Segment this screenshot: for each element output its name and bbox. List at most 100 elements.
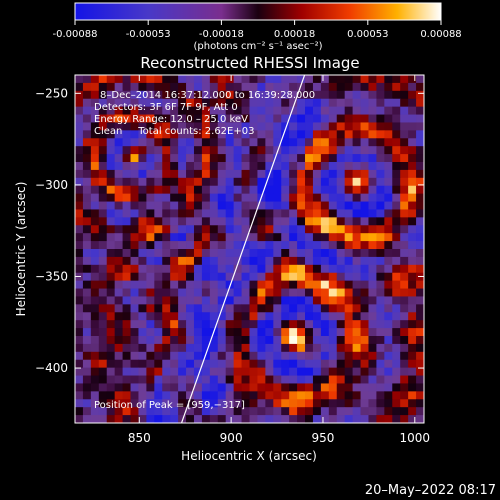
heatmap-cell <box>90 106 100 115</box>
heatmap-cell <box>178 98 187 108</box>
heatmap-cell <box>122 217 131 226</box>
heatmap-cell <box>312 328 322 337</box>
heatmap-cell <box>336 407 346 416</box>
heatmap-cell <box>249 122 258 131</box>
heatmap-cell <box>273 351 282 361</box>
heatmap-cell <box>400 249 409 258</box>
heatmap-cell <box>368 272 377 282</box>
heatmap-cell <box>281 407 290 416</box>
heatmap-cell <box>344 193 354 202</box>
heatmap-cell <box>289 138 298 147</box>
heatmap-cell <box>75 138 84 147</box>
heatmap-cell <box>305 169 314 179</box>
heatmap-cell <box>82 272 92 282</box>
heatmap-cell <box>225 90 235 100</box>
heatmap-cell <box>384 82 393 92</box>
heatmap-cell <box>130 304 139 313</box>
heatmap-cell <box>392 296 401 305</box>
heatmap-cell <box>90 391 100 400</box>
heatmap-cell <box>82 177 92 187</box>
heatmap-cell <box>233 249 242 258</box>
heatmap-cell <box>82 320 92 329</box>
heatmap-cell <box>193 98 203 108</box>
heatmap-cell <box>75 304 84 313</box>
heatmap-cell <box>225 312 235 321</box>
heatmap-cell <box>400 399 409 408</box>
heatmap-cell <box>193 351 203 361</box>
heatmap-cell <box>75 185 84 195</box>
heatmap-cell <box>368 415 377 423</box>
heatmap-cell <box>162 106 171 115</box>
heatmap-cell <box>408 162 417 171</box>
heatmap-cell <box>360 312 369 321</box>
heatmap-cell <box>352 304 361 313</box>
heatmap-cell <box>265 90 274 100</box>
heatmap-cell <box>201 375 211 384</box>
heatmap-cell <box>201 328 211 337</box>
heatmap-cell <box>178 146 187 155</box>
heatmap-cell <box>360 391 369 400</box>
heatmap-cell <box>138 138 147 147</box>
heatmap-cell <box>241 399 250 408</box>
heatmap-cell <box>114 288 123 297</box>
heatmap-cell <box>376 233 385 242</box>
heatmap-cell <box>98 217 108 226</box>
heatmap-cell <box>98 169 108 179</box>
heatmap-cell <box>305 201 314 210</box>
heatmap-cell <box>82 415 92 423</box>
heatmap-cell <box>178 209 187 218</box>
colorbar-tick-label: -0.00053 <box>126 29 171 40</box>
heatmap-cell <box>328 391 338 400</box>
heatmap-cell <box>384 375 393 384</box>
heatmap-cell <box>416 367 424 376</box>
heatmap-cell <box>400 138 409 147</box>
heatmap-cell <box>305 391 314 400</box>
heatmap-cell <box>209 146 219 155</box>
heatmap-cell <box>82 249 92 258</box>
heatmap-cell <box>209 177 219 187</box>
heatmap-cell <box>416 193 424 202</box>
heatmap-cell <box>201 122 211 131</box>
heatmap-cell <box>98 256 108 266</box>
heatmap-cell <box>344 241 354 250</box>
heatmap-cell <box>138 407 147 416</box>
heatmap-cell <box>98 201 108 210</box>
heatmap-cell <box>193 367 203 376</box>
heatmap-cell <box>90 280 100 289</box>
heatmap-cell <box>392 130 401 139</box>
heatmap-cell <box>305 75 314 84</box>
heatmap-cell <box>90 288 100 297</box>
heatmap-cell <box>376 407 385 416</box>
heatmap-cell <box>130 415 139 423</box>
heatmap-cell <box>90 169 100 179</box>
heatmap-cell <box>376 90 385 100</box>
heatmap-cell <box>249 82 258 92</box>
heatmap-cell <box>312 82 322 92</box>
heatmap-cell <box>312 209 322 218</box>
heatmap-cell <box>138 249 147 258</box>
heatmap-cell <box>265 336 274 345</box>
heatmap-cell <box>416 106 424 115</box>
heatmap-cell <box>360 343 369 353</box>
heatmap-cell <box>273 82 282 92</box>
heatmap-cell <box>289 407 298 416</box>
heatmap-cell <box>233 367 242 376</box>
heatmap-cell <box>82 312 92 321</box>
heatmap-cell <box>400 114 409 123</box>
heatmap-cell <box>90 201 100 210</box>
heatmap-cell <box>217 336 227 345</box>
heatmap-cell <box>360 122 369 131</box>
heatmap-cell <box>328 193 338 202</box>
heatmap-cell <box>146 106 155 115</box>
heatmap-cell <box>289 304 298 313</box>
heatmap-cell <box>138 280 147 289</box>
heatmap-cell <box>328 98 338 108</box>
heatmap-cell <box>352 272 361 282</box>
heatmap-cell <box>209 217 219 226</box>
heatmap-cell <box>352 288 361 297</box>
heatmap-cell <box>265 106 274 115</box>
heatmap-cell <box>138 296 147 305</box>
heatmap-cell <box>297 264 306 274</box>
heatmap-cell <box>122 407 131 416</box>
heatmap-cell <box>376 304 385 313</box>
